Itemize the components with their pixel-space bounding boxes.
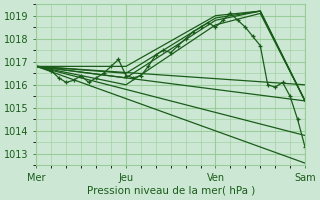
X-axis label: Pression niveau de la mer( hPa ): Pression niveau de la mer( hPa )	[87, 186, 255, 196]
